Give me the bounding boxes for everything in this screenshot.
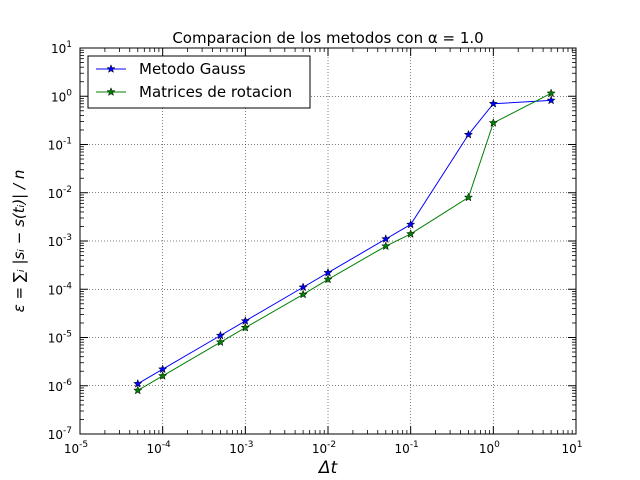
y-tick-label: 10-6	[48, 378, 73, 394]
y-tick-label: 10-1	[48, 137, 72, 153]
data-point	[463, 129, 474, 139]
x-tick-label: 10-2	[312, 440, 336, 456]
legend: Metodo Gauss Matrices de rotacion	[87, 55, 311, 109]
data-point	[157, 370, 168, 380]
x-axis-ticks: 10-5 10-4 10-3 10-2 10-1 100 101	[64, 48, 583, 456]
legend-marker	[106, 87, 116, 96]
chart-title: Comparacion de los metodos con α = 1.0	[172, 29, 483, 47]
series-1	[133, 95, 556, 388]
data-point	[463, 192, 474, 202]
data-point	[488, 118, 499, 127]
y-tick-label: 101	[51, 40, 72, 56]
y-tick-label: 100	[51, 88, 72, 104]
y-tick-label: 10-7	[48, 426, 72, 442]
x-tick-label: 10-3	[229, 440, 253, 456]
minor-ticks	[80, 48, 576, 434]
y-tick-label: 10-2	[48, 185, 72, 201]
data-point	[488, 98, 499, 108]
x-tick-label: 10-4	[147, 440, 172, 456]
legend-marker	[106, 64, 116, 73]
data-point	[323, 274, 333, 284]
data-point	[133, 385, 143, 395]
data-point	[405, 219, 416, 229]
data-point	[381, 234, 391, 243]
data-point	[215, 337, 226, 347]
series-layer	[133, 88, 556, 395]
data-point	[546, 88, 556, 98]
data-point	[405, 229, 416, 238]
legend-label: Matrices de rotacion	[139, 83, 292, 101]
x-tick-label: 10-5	[64, 440, 88, 456]
y-tick-label: 10-4	[48, 281, 73, 297]
data-point	[298, 289, 308, 299]
data-point	[298, 282, 308, 292]
x-tick-label: 100	[479, 440, 500, 456]
y-axis-ticks: 10-7 10-6 10-5 10-4 10-3 10-2 10-1 100 101	[48, 40, 576, 442]
series-2	[133, 88, 556, 395]
y-tick-label: 10-5	[48, 330, 72, 346]
legend-box	[87, 55, 311, 109]
legend-label: Metodo Gauss	[139, 60, 246, 78]
data-point	[381, 241, 391, 251]
x-tick-label: 10-1	[395, 440, 419, 456]
y-axis-label: ε = ∑ᵢ |sᵢ − s(tᵢ)| / n	[10, 170, 28, 313]
data-point	[546, 95, 556, 105]
y-tick-label: 10-3	[48, 233, 72, 249]
x-axis-label: Δt	[317, 458, 339, 478]
x-tick-label: 101	[561, 440, 582, 456]
data-point	[240, 322, 251, 332]
